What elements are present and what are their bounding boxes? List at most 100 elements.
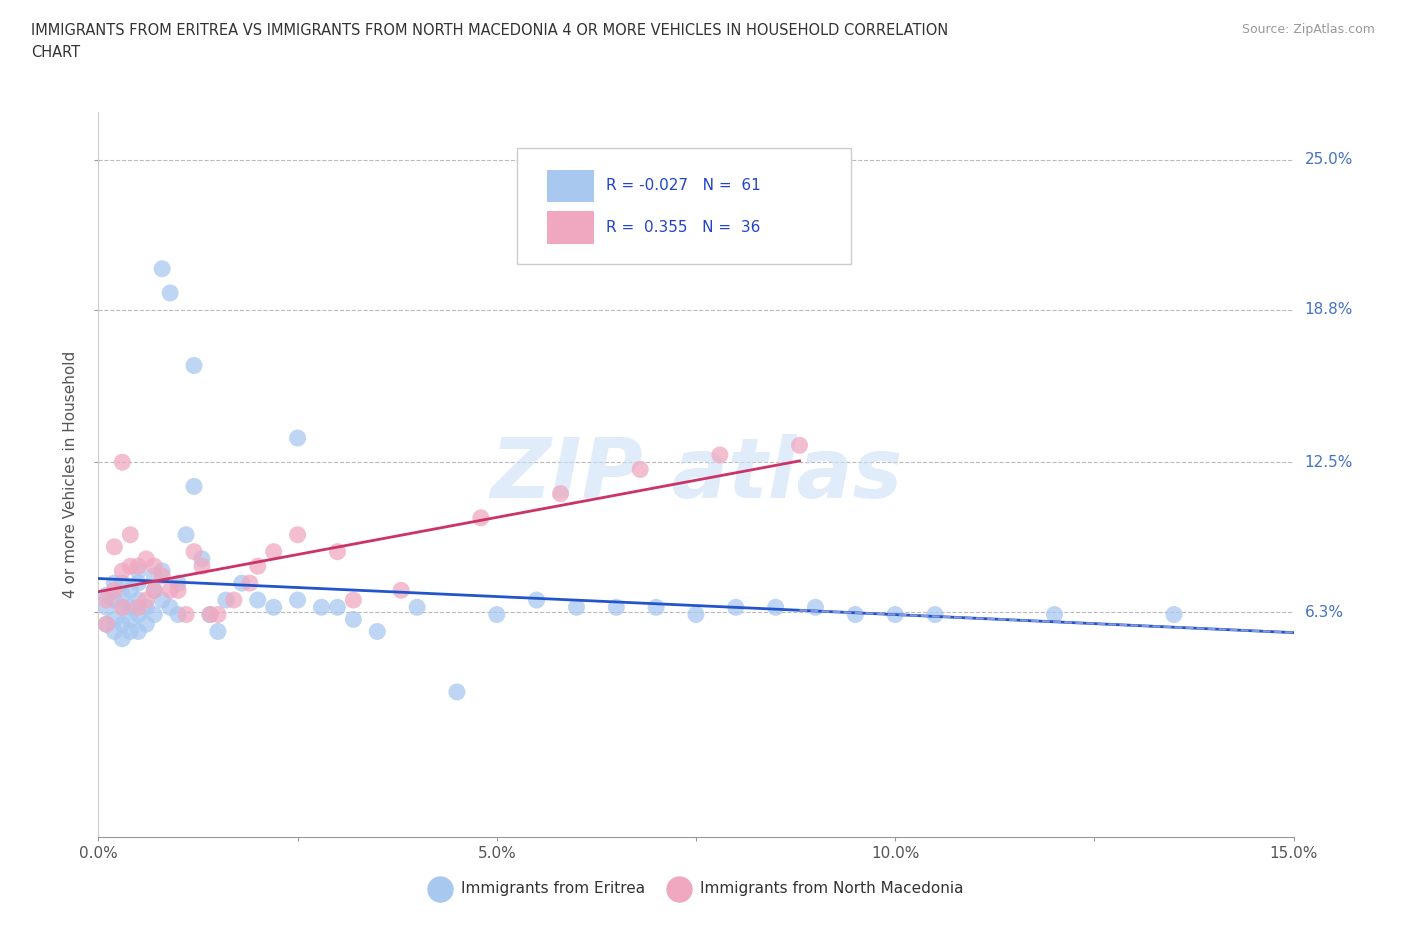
Point <box>127 607 149 622</box>
Point <box>159 583 181 598</box>
Point <box>287 592 309 607</box>
Text: 25.0%: 25.0% <box>1305 153 1353 167</box>
Point <box>103 592 125 607</box>
Text: R =  0.355   N =  36: R = 0.355 N = 36 <box>606 220 761 235</box>
Point <box>96 592 118 607</box>
Point <box>246 559 269 574</box>
Point <box>326 544 349 559</box>
Point <box>135 617 157 631</box>
Point <box>389 583 412 598</box>
Text: CHART: CHART <box>31 45 80 60</box>
Point <box>150 592 173 607</box>
Point <box>207 607 229 622</box>
Point <box>311 600 333 615</box>
Point <box>174 607 197 622</box>
Point <box>127 592 149 607</box>
Point <box>120 600 142 615</box>
Point <box>111 600 134 615</box>
Point <box>143 583 166 598</box>
Point <box>111 617 134 631</box>
Point <box>111 600 134 615</box>
FancyBboxPatch shape <box>547 211 595 244</box>
Point <box>143 568 166 583</box>
FancyBboxPatch shape <box>547 169 595 203</box>
Point <box>884 607 907 622</box>
Point <box>565 600 588 615</box>
Point <box>605 600 627 615</box>
Point <box>127 624 149 639</box>
Point <box>724 600 747 615</box>
Point <box>183 544 205 559</box>
Point <box>366 624 388 639</box>
FancyBboxPatch shape <box>517 148 852 264</box>
Point <box>239 576 262 591</box>
Point <box>709 447 731 462</box>
Point <box>406 600 429 615</box>
Text: R = -0.027   N =  61: R = -0.027 N = 61 <box>606 178 761 193</box>
Point <box>628 462 651 477</box>
Point <box>526 592 548 607</box>
Point <box>143 607 166 622</box>
Point <box>120 624 142 639</box>
Point <box>111 631 134 646</box>
Point <box>326 600 349 615</box>
Point <box>120 612 142 627</box>
Legend: Immigrants from Eritrea, Immigrants from North Macedonia: Immigrants from Eritrea, Immigrants from… <box>423 875 969 902</box>
Point <box>645 600 668 615</box>
Point <box>96 617 118 631</box>
Point <box>287 527 309 542</box>
Point <box>150 568 173 583</box>
Point <box>96 600 118 615</box>
Point <box>127 576 149 591</box>
Point <box>765 600 787 615</box>
Point <box>96 588 118 603</box>
Point <box>191 559 214 574</box>
Point <box>470 511 492 525</box>
Point <box>263 544 285 559</box>
Point <box>111 588 134 603</box>
Point <box>159 286 181 300</box>
Point <box>183 479 205 494</box>
Point <box>150 261 173 276</box>
Point <box>120 527 142 542</box>
Point <box>191 551 214 566</box>
Point <box>111 564 134 578</box>
Point <box>103 612 125 627</box>
Point <box>135 551 157 566</box>
Point <box>143 559 166 574</box>
Point <box>789 438 811 453</box>
Point <box>96 617 118 631</box>
Point <box>167 583 190 598</box>
Point <box>804 600 827 615</box>
Point <box>103 576 125 591</box>
Point <box>215 592 238 607</box>
Y-axis label: 4 or more Vehicles in Household: 4 or more Vehicles in Household <box>63 351 79 598</box>
Point <box>550 486 572 501</box>
Point <box>198 607 221 622</box>
Point <box>174 527 197 542</box>
Text: Source: ZipAtlas.com: Source: ZipAtlas.com <box>1241 23 1375 36</box>
Point <box>198 607 221 622</box>
Text: ZIP atlas: ZIP atlas <box>489 433 903 515</box>
Point <box>446 684 468 699</box>
Point <box>135 600 157 615</box>
Point <box>485 607 508 622</box>
Point <box>231 576 253 591</box>
Point <box>183 358 205 373</box>
Point <box>120 559 142 574</box>
Point <box>103 539 125 554</box>
Point <box>127 600 149 615</box>
Text: 6.3%: 6.3% <box>1305 604 1344 619</box>
Point <box>159 600 181 615</box>
Text: 18.8%: 18.8% <box>1305 302 1353 317</box>
Text: IMMIGRANTS FROM ERITREA VS IMMIGRANTS FROM NORTH MACEDONIA 4 OR MORE VEHICLES IN: IMMIGRANTS FROM ERITREA VS IMMIGRANTS FR… <box>31 23 948 38</box>
Point <box>111 455 134 470</box>
Point <box>111 576 134 591</box>
Point <box>222 592 245 607</box>
Point <box>844 607 866 622</box>
Point <box>167 607 190 622</box>
Point <box>143 583 166 598</box>
Point <box>135 592 157 607</box>
Point <box>127 559 149 574</box>
Point <box>103 624 125 639</box>
